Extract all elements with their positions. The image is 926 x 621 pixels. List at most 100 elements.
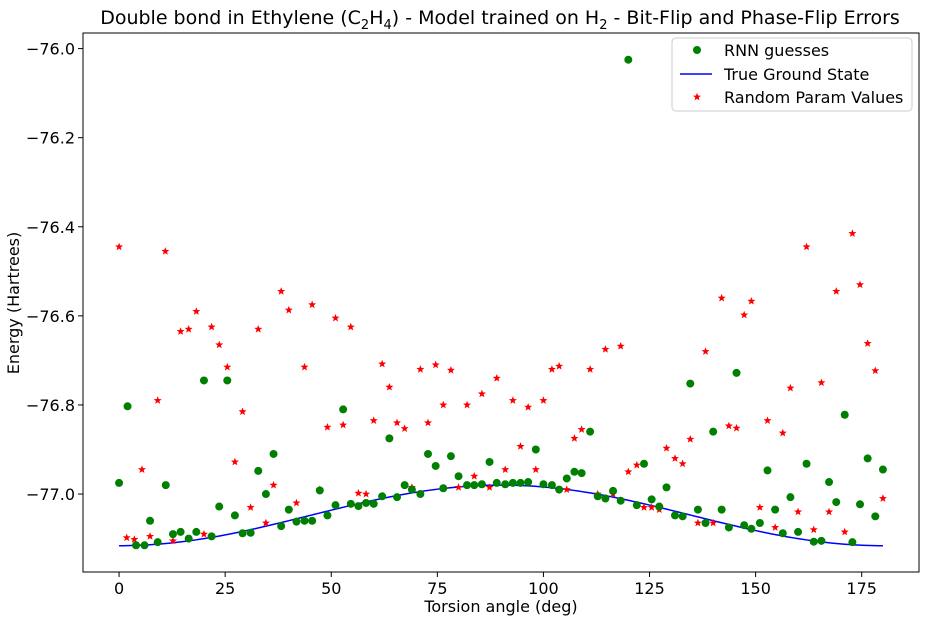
random-param-point (369, 416, 378, 424)
random-param-point (300, 362, 309, 371)
random-param-point (477, 389, 486, 398)
rnn-guess-point (717, 505, 726, 514)
x-tick-label: 175 (846, 579, 877, 598)
legend-random-label: Random Param Values (724, 88, 903, 107)
rnn-guess-point (269, 449, 278, 458)
random-param-point (778, 428, 787, 437)
random-param-point (176, 327, 185, 335)
x-tick-label: 50 (321, 579, 341, 598)
legend-star-icon (693, 92, 701, 101)
random-param-point (547, 365, 556, 373)
random-param-point (516, 442, 525, 450)
random-param-point (439, 400, 448, 409)
random-param-point (802, 242, 811, 251)
legend-rnn-label: RNN guesses (724, 41, 829, 60)
rnn-guess-point (678, 512, 687, 521)
rnn-guess-point (586, 427, 595, 436)
rnn-guess-point (424, 449, 433, 458)
rnn-guess-point (593, 492, 602, 501)
rnn-guess-point (686, 379, 695, 388)
rnn-guess-point (786, 493, 795, 502)
random-param-point (454, 483, 463, 491)
rnn-guess-point (508, 478, 517, 487)
rnn-guess-point (878, 465, 887, 474)
x-tick-label: 25 (215, 579, 235, 598)
random-param-point (470, 472, 479, 480)
random-param-point (238, 407, 247, 416)
random-param-point (284, 305, 293, 314)
rnn-guess-point (115, 478, 124, 487)
true-ground-state-series (119, 484, 883, 547)
rnn-guess-point (647, 495, 656, 504)
random-param-point (747, 296, 756, 305)
rnn-guess-point (416, 490, 425, 499)
random-param-point (492, 374, 501, 382)
rnn-guess-point (539, 480, 548, 489)
rnn-guess-point (771, 505, 780, 514)
rnn-guess-point (809, 537, 818, 546)
random-param-point (339, 420, 348, 429)
rnn-guess-point (640, 459, 649, 468)
random-param-point (354, 488, 363, 497)
rnn-guess-point (871, 512, 880, 521)
random-param-point (446, 366, 455, 374)
rnn-guess-point (670, 511, 679, 520)
rnn-guess-point (693, 505, 702, 514)
y-tick-label: −76.8 (26, 396, 75, 415)
random-param-point (153, 396, 162, 404)
y-axis-ticks: −77.0 −76.8 −76.6 −76.4 −76.2 −76.0 (26, 40, 83, 504)
random-param-point (686, 435, 695, 443)
random-param-point (701, 347, 710, 355)
rnn-guess-point (378, 492, 387, 501)
random-param-point (732, 423, 741, 432)
random-param-point (662, 443, 671, 452)
rnn-guess-point (140, 541, 149, 550)
random-param-point (292, 498, 301, 507)
rnn-guess-point (740, 521, 749, 530)
rnn-guess-point (485, 457, 494, 466)
random-param-point (539, 396, 548, 404)
rnn-guess-point (724, 523, 733, 532)
random-param-point (393, 418, 402, 427)
rnn-guess-point (778, 529, 787, 538)
rnn-guess-point (284, 505, 293, 514)
rnn-guess-point (632, 501, 641, 510)
random-param-point (531, 465, 540, 473)
random-param-point (809, 525, 818, 534)
rnn-guess-point (369, 499, 378, 508)
random-param-point (161, 247, 170, 255)
rnn-guess-point (168, 530, 177, 539)
chart-title: Double bond in Ethylene (C2H4) - Model t… (100, 7, 900, 33)
random-param-point (555, 362, 564, 370)
rnn-guess-point (763, 466, 772, 475)
rnn-guess-point (825, 478, 834, 487)
rnn-guess-point (616, 496, 625, 505)
rnn-guess-point (207, 532, 216, 541)
x-axis-label: Torsion angle (deg) (423, 597, 577, 616)
rnn-guess-point (531, 445, 540, 454)
x-axis-ticks: 0 25 50 75 100 125 150 175 (114, 572, 877, 598)
random-param-point (771, 523, 780, 531)
x-tick-label: 150 (740, 579, 771, 598)
x-tick-label: 75 (427, 579, 447, 598)
random-param-point (463, 400, 472, 409)
legend-true-label: True Ground State (723, 65, 869, 84)
rnn-guess-point (624, 55, 633, 64)
legend-rnn-marker (693, 46, 701, 54)
rnn-guess-point (609, 486, 618, 495)
random-param-point (331, 313, 340, 322)
random-param-point (763, 416, 772, 424)
rnn-guess-point (184, 534, 193, 543)
random-param-point (130, 535, 139, 543)
rnn-guess-point (223, 376, 232, 385)
rnn-guess-point (747, 524, 756, 533)
random-param-point (524, 402, 533, 411)
y-tick-label: −76.4 (26, 218, 75, 237)
random-param-point (863, 339, 872, 347)
random-param-point (786, 383, 795, 392)
random-param-point (871, 366, 880, 375)
rnn-guess-point (261, 490, 270, 499)
rnn-guess-point (362, 498, 371, 507)
random-param-point (601, 345, 610, 353)
